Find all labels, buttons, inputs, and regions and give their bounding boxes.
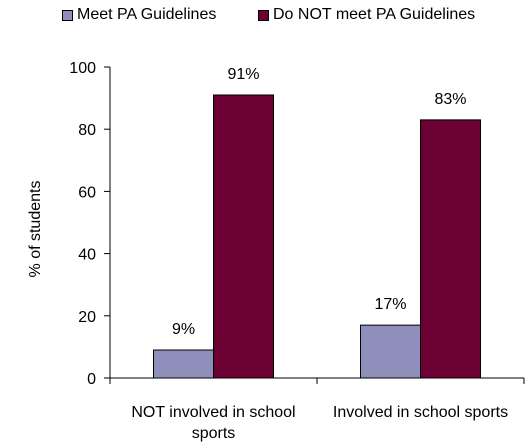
legend-swatch-meet <box>62 9 73 21</box>
legend-label-meet: Meet PA Guidelines <box>77 6 217 23</box>
bar-not-meet-0 <box>213 94 274 379</box>
y-axis-label: % of students <box>27 181 44 278</box>
data-label-meet-0: 9% <box>172 321 195 338</box>
data-label-meet-1: 17% <box>374 296 406 313</box>
legend-item-not-meet: Do NOT meet PA Guidelines <box>258 6 475 24</box>
y-tick-label-100: 100 <box>69 60 96 77</box>
bar-meet-0 <box>153 349 214 379</box>
y-tick-label-20: 20 <box>78 309 96 326</box>
y-tick-label-80: 80 <box>78 122 96 139</box>
bar-meet-1 <box>360 324 421 379</box>
legend-label-not-meet: Do NOT meet PA Guidelines <box>273 6 476 23</box>
x-category-label-0-line-1: sports <box>192 425 236 442</box>
y-tick-label-40: 40 <box>78 247 96 264</box>
data-label-not-meet-1: 83% <box>434 91 466 108</box>
x-category-label-0-line-0: NOT involved in school <box>131 404 295 421</box>
legend: Meet PA Guidelines Do NOT meet PA Guidel… <box>0 6 530 30</box>
legend-item-meet: Meet PA Guidelines <box>62 6 216 24</box>
x-category-label-1-line-0: Involved in school sports <box>333 404 508 421</box>
bar-not-meet-1 <box>420 119 481 379</box>
y-tick-label-0: 0 <box>87 371 96 388</box>
legend-swatch-not-meet <box>258 9 269 21</box>
y-tick-label-60: 60 <box>78 184 96 201</box>
data-label-not-meet-0: 91% <box>227 66 259 83</box>
